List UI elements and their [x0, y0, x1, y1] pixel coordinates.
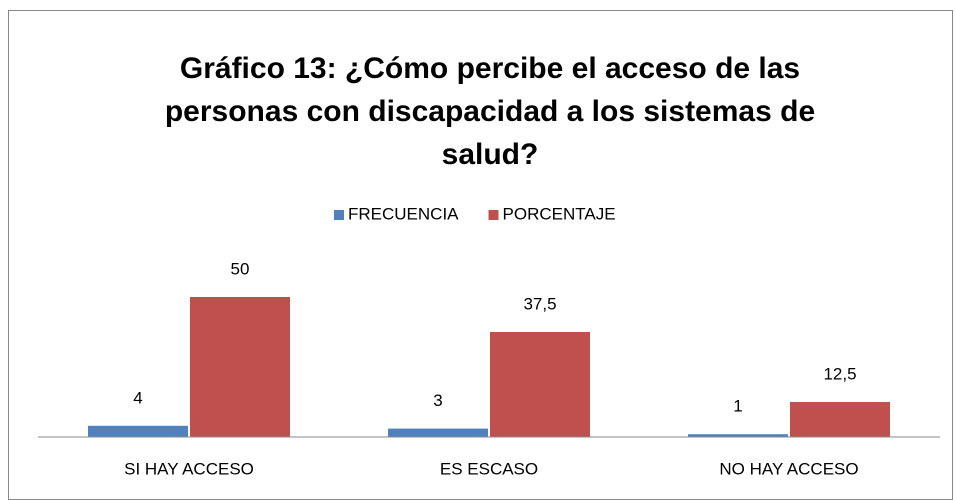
x-tick-label: NO HAY ACCESO	[719, 459, 858, 478]
bar	[790, 402, 890, 437]
bar	[190, 297, 290, 437]
legend-swatch	[488, 210, 499, 220]
data-label: 3	[433, 391, 442, 410]
bar	[688, 434, 788, 437]
legend-swatch	[334, 210, 344, 220]
data-label: 12,5	[823, 364, 856, 383]
data-label: 50	[231, 259, 250, 278]
legend-label: FRECUENCIA	[348, 204, 459, 223]
bar	[490, 332, 590, 437]
x-tick-label: SI HAY ACCESO	[124, 459, 254, 478]
chart-title: Gráfico 13: ¿Cómo percibe el acceso de l…	[164, 52, 816, 171]
data-label: 1	[733, 397, 742, 416]
data-label: 37,5	[523, 294, 556, 313]
x-tick-label: ES ESCASO	[440, 459, 538, 478]
data-label: 4	[133, 388, 142, 407]
bar	[88, 425, 188, 437]
bar	[388, 428, 488, 437]
legend-label: PORCENTAJE	[503, 204, 616, 223]
